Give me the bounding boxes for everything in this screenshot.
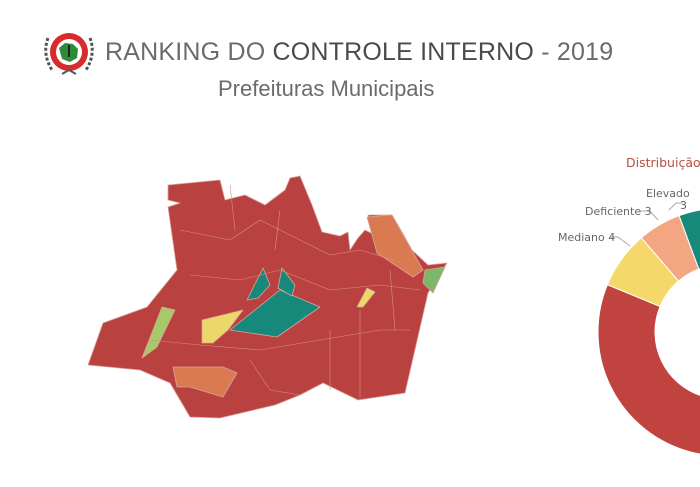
- map-region-green[interactable]: [422, 266, 446, 294]
- page-title: RANKING DO CONTROLE INTERNO - 2019: [105, 38, 614, 66]
- map-region-deficiente[interactable]: [172, 366, 238, 398]
- map-region-mediano[interactable]: [356, 287, 376, 308]
- label-deficiente: Deficiente 3: [585, 205, 652, 218]
- tce-logo: [44, 33, 94, 75]
- map-region-mediano[interactable]: [201, 309, 244, 344]
- donut-slice-remaining[interactable]: [597, 208, 700, 456]
- label-elevado: Elevado: [646, 187, 690, 200]
- map-region-elevado[interactable]: [246, 267, 271, 301]
- label-mediano: Mediano 4: [558, 231, 616, 244]
- map-region-light-green[interactable]: [141, 306, 176, 359]
- leader-line-mediano: [610, 236, 631, 247]
- map-state-outline[interactable]: [87, 175, 448, 419]
- map-municipality-borders: [149, 184, 421, 400]
- chart-title: Distribuição p: [626, 155, 700, 170]
- leader-line-elevado: [668, 202, 683, 211]
- map-region-deficiente[interactable]: [366, 214, 424, 278]
- map-region-elevado[interactable]: [277, 267, 296, 297]
- page-subtitle: Prefeituras Municipais: [218, 76, 435, 101]
- label-elevado-value: 3: [680, 199, 687, 212]
- map-region-elevado[interactable]: [229, 289, 321, 338]
- leader-line-deficiente: [640, 210, 659, 221]
